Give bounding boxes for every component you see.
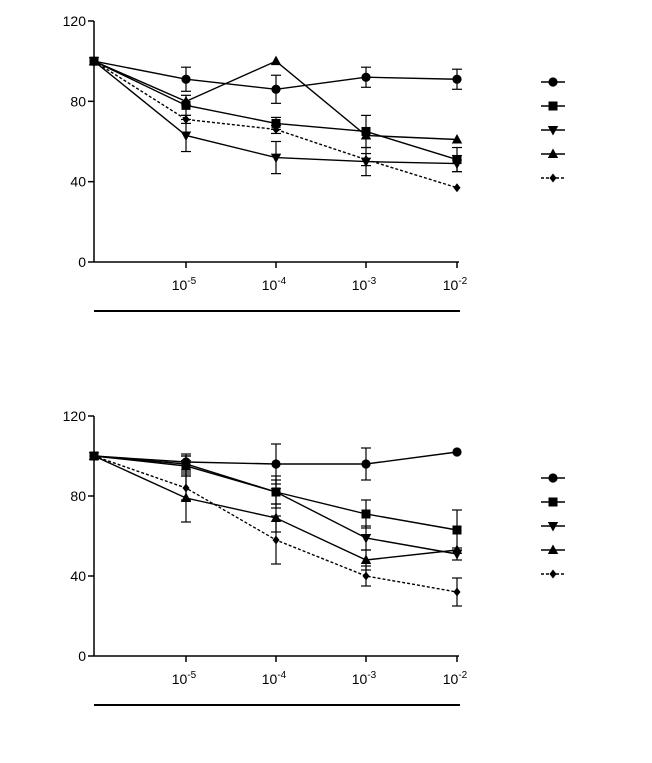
y-tick-label: 0	[78, 254, 86, 270]
data-point	[360, 129, 372, 140]
series-diamond	[90, 56, 461, 193]
data-point	[451, 544, 463, 554]
y-tick-label: 120	[63, 13, 87, 29]
legend-item	[541, 173, 565, 183]
series-triangle-down	[88, 452, 463, 561]
legend	[541, 77, 565, 183]
data-point	[271, 118, 281, 128]
data-point	[451, 159, 463, 170]
series-line	[93, 60, 458, 189]
y-tick-label: 40	[70, 568, 86, 584]
data-point	[452, 447, 462, 457]
legend-marker	[549, 569, 557, 579]
data-point	[451, 133, 463, 144]
data-point	[180, 131, 192, 141]
data-point	[272, 124, 280, 134]
legend-item	[541, 101, 565, 111]
legend-marker	[547, 148, 559, 158]
legend-item	[541, 569, 565, 579]
legend-marker	[548, 77, 558, 87]
data-point	[452, 74, 462, 84]
legend-marker	[547, 126, 559, 136]
legend	[541, 473, 565, 579]
x-tick-label: 10-4	[262, 670, 287, 687]
legend-marker	[547, 544, 559, 554]
legend-marker	[548, 497, 558, 507]
data-point	[182, 483, 190, 493]
legend-item	[541, 473, 565, 483]
legend-item	[541, 522, 565, 532]
data-point	[180, 460, 192, 470]
data-point	[362, 571, 370, 581]
panel-b: 0 40 80 120 10-5 10-4 10-3 10-2	[63, 408, 565, 706]
x-tick-label: 10-2	[443, 670, 468, 687]
y-tick-label: 0	[78, 648, 86, 664]
legend-marker	[549, 173, 557, 183]
data-point	[181, 100, 191, 110]
y-tick-label: 40	[70, 174, 86, 190]
x-tick-label: 10-5	[172, 670, 197, 687]
data-point	[90, 451, 98, 461]
y-tick-label: 120	[63, 408, 87, 424]
legend-item	[541, 497, 565, 507]
x-tick-label: 10-4	[262, 276, 287, 293]
data-point	[271, 84, 281, 94]
y-tick-label: 80	[70, 488, 86, 504]
legend-item	[541, 126, 565, 136]
data-point	[271, 459, 281, 469]
data-point	[452, 525, 462, 535]
x-tick-label: 10-3	[352, 670, 377, 687]
legend-marker	[548, 473, 558, 483]
x-tick-label: 10-2	[443, 276, 468, 293]
data-point	[360, 534, 372, 544]
data-point	[362, 155, 370, 165]
data-point	[272, 535, 280, 545]
data-point	[182, 114, 190, 124]
data-point	[453, 587, 461, 597]
y-tick-label: 80	[70, 93, 86, 109]
legend-item	[541, 148, 565, 158]
x-tick-label: 10-3	[352, 276, 377, 293]
data-point	[361, 459, 371, 469]
data-point	[180, 95, 192, 106]
legend-marker	[548, 101, 558, 111]
data-point	[361, 72, 371, 82]
data-point	[270, 153, 282, 164]
data-point	[270, 488, 282, 498]
data-point	[181, 74, 191, 84]
data-point	[361, 509, 371, 519]
data-point	[270, 55, 282, 66]
legend-item	[541, 77, 565, 87]
data-point	[360, 554, 372, 564]
series-diamond	[90, 451, 462, 607]
x-tick-label: 10-5	[172, 276, 197, 293]
legend-item	[541, 544, 565, 554]
data-point	[453, 183, 461, 193]
data-point	[90, 56, 98, 66]
panel-a: 0 40 80 120 10-5 10-4 10-3 10-2	[63, 13, 565, 312]
legend-marker	[547, 522, 559, 532]
